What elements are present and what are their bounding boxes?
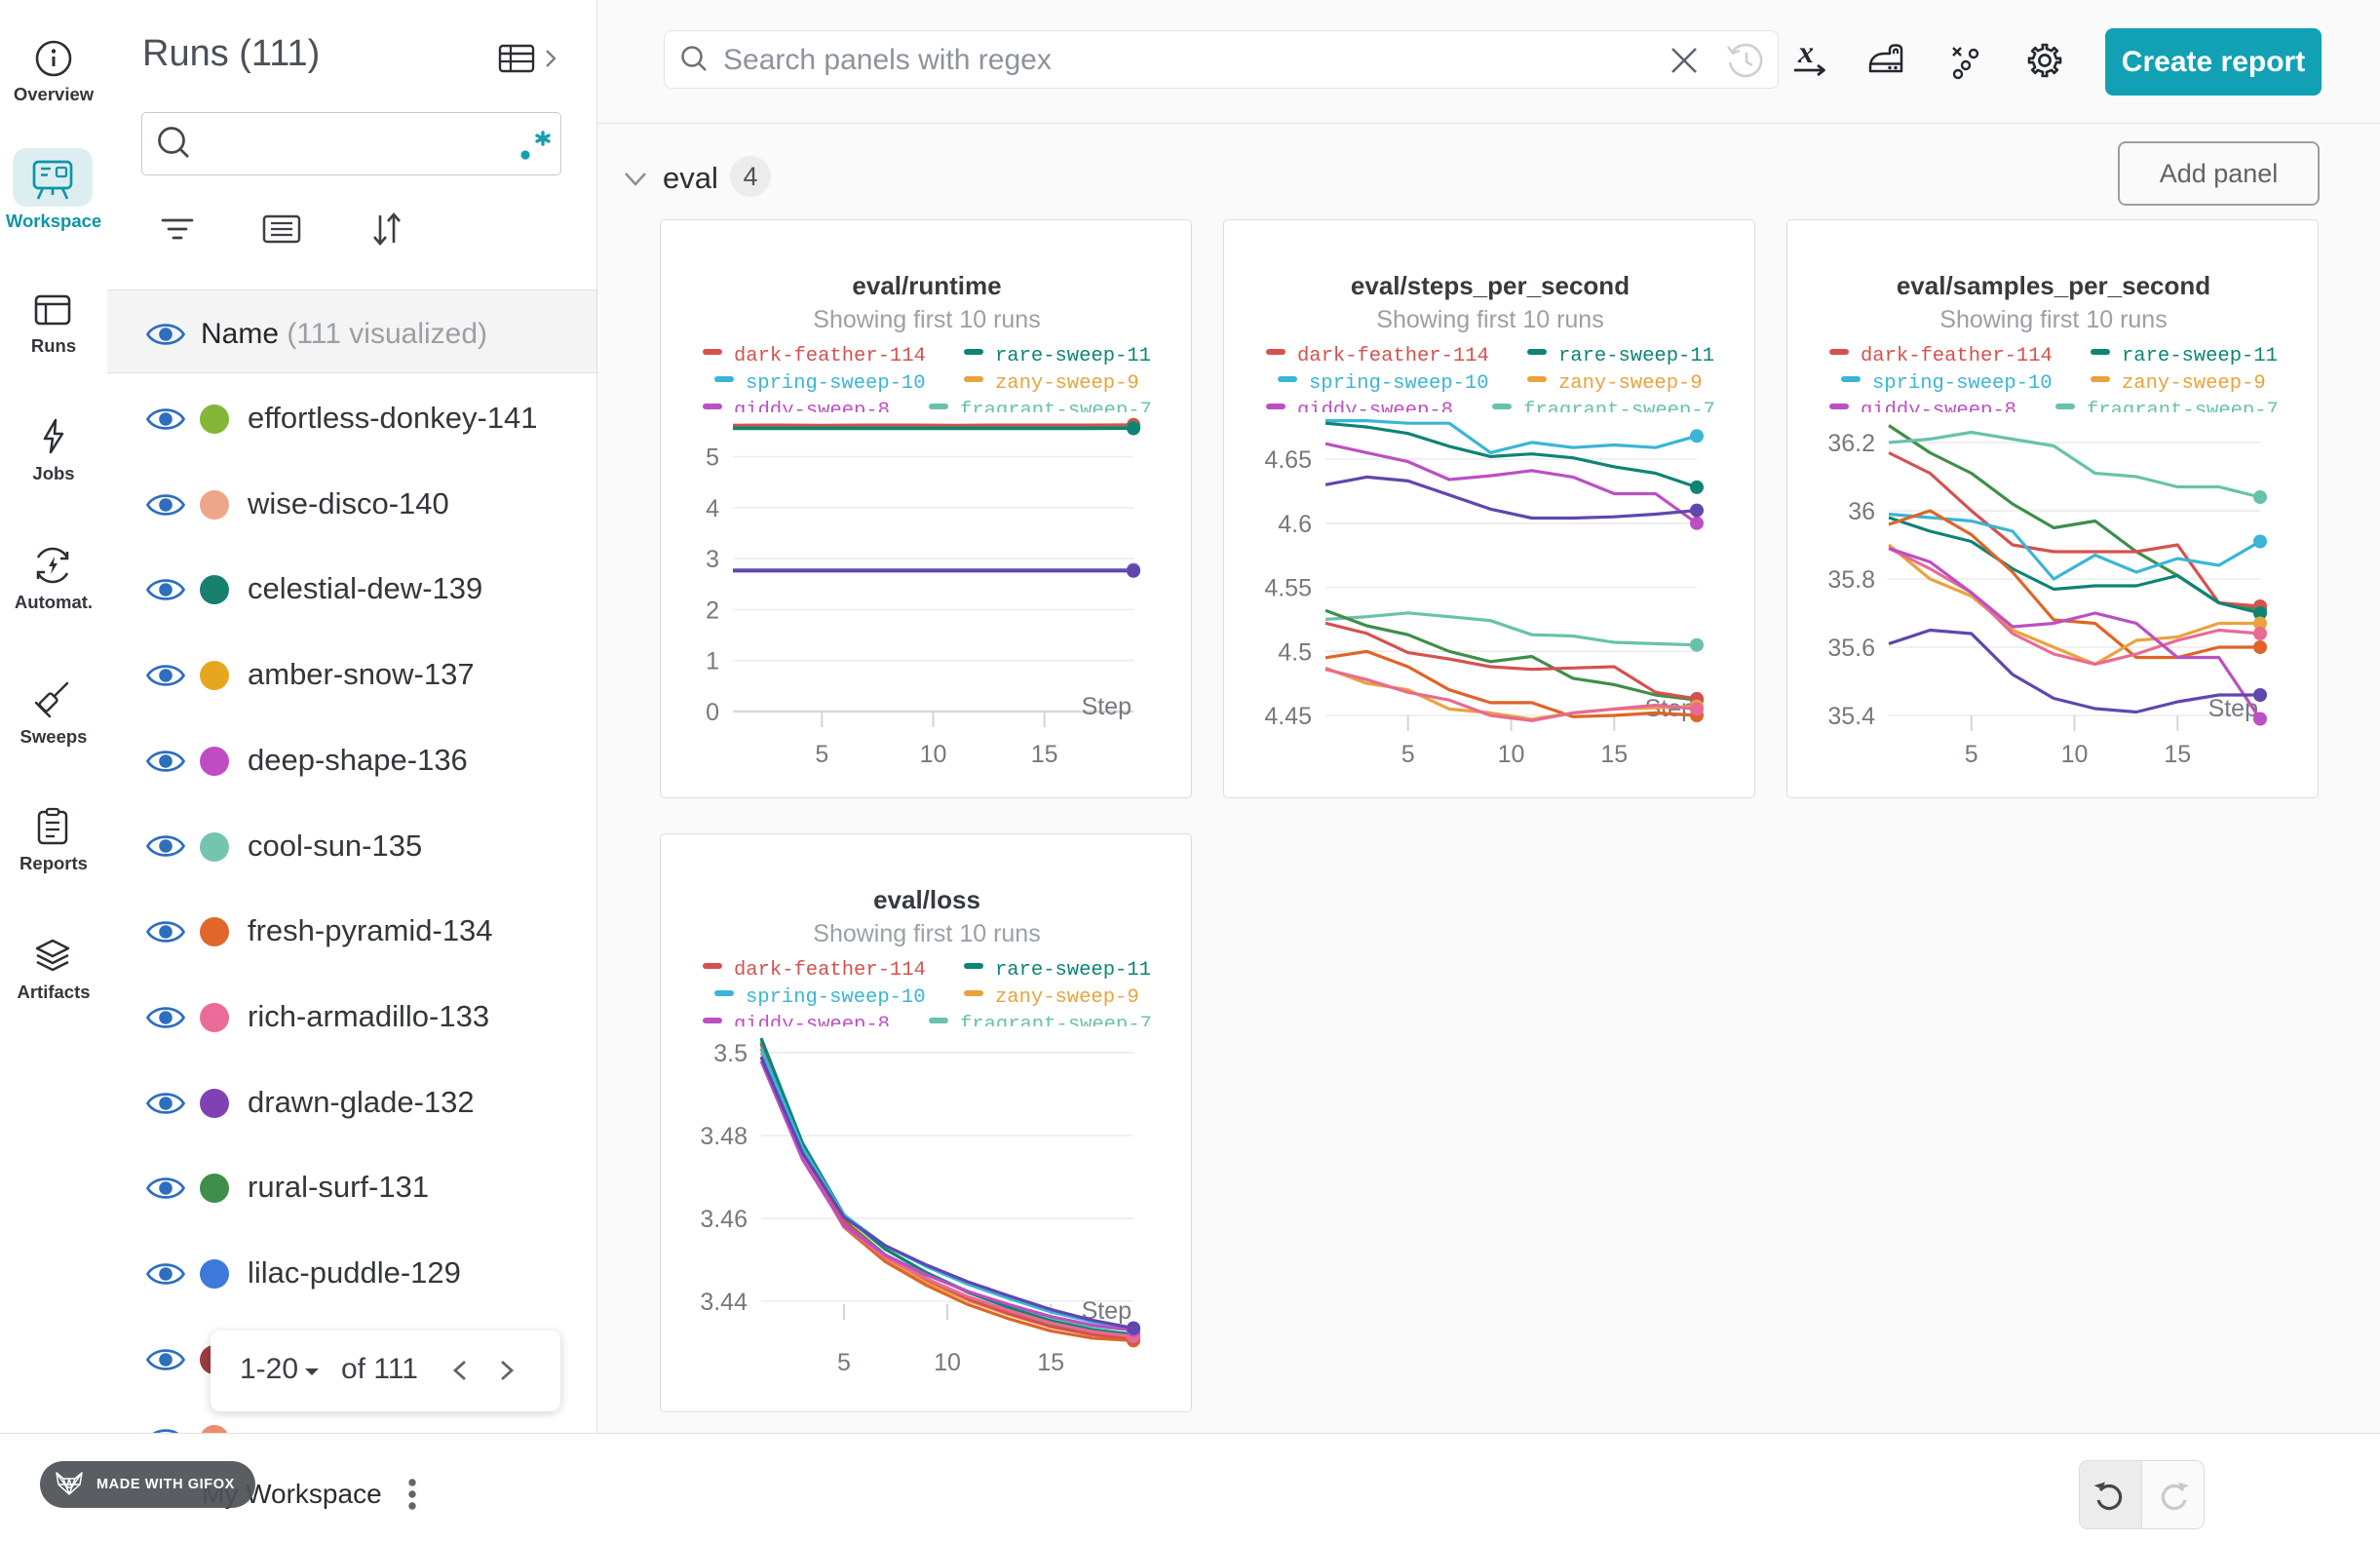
svg-text:3: 3 bbox=[706, 546, 719, 573]
svg-text:spring-sweep-10: spring-sweep-10 bbox=[1872, 372, 2053, 395]
svg-text:spring-sweep-10: spring-sweep-10 bbox=[746, 986, 926, 1009]
svg-text:spring-sweep-10: spring-sweep-10 bbox=[746, 372, 926, 395]
svg-text:eval/steps_per_second: eval/steps_per_second bbox=[1351, 271, 1630, 300]
svg-text:spring-sweep-10: spring-sweep-10 bbox=[1309, 372, 1489, 395]
svg-text:4.45: 4.45 bbox=[1264, 703, 1312, 730]
svg-text:15: 15 bbox=[1037, 1349, 1064, 1376]
svg-text:eval/runtime: eval/runtime bbox=[852, 271, 1001, 300]
svg-text:rare-sweep-11: rare-sweep-11 bbox=[995, 345, 1151, 367]
svg-text:5: 5 bbox=[706, 444, 719, 472]
svg-text:giddy-sweep-8: giddy-sweep-8 bbox=[734, 400, 890, 422]
svg-text:zany-sweep-9: zany-sweep-9 bbox=[2122, 372, 2266, 395]
svg-text:10: 10 bbox=[934, 1349, 961, 1376]
svg-text:5: 5 bbox=[815, 741, 828, 768]
svg-text:dark-feather-114: dark-feather-114 bbox=[1297, 345, 1489, 367]
svg-text:fragrant-sweep-7: fragrant-sweep-7 bbox=[960, 400, 1152, 422]
svg-text:10: 10 bbox=[1498, 741, 1525, 768]
svg-text:5: 5 bbox=[1965, 741, 1978, 768]
svg-text:dark-feather-114: dark-feather-114 bbox=[734, 959, 926, 982]
svg-text:fragrant-sweep-7: fragrant-sweep-7 bbox=[960, 1014, 1152, 1036]
svg-text:3.5: 3.5 bbox=[713, 1040, 748, 1067]
svg-text:15: 15 bbox=[1600, 741, 1628, 768]
svg-text:Showing first 10 runs: Showing first 10 runs bbox=[1376, 306, 1603, 333]
svg-text:rare-sweep-11: rare-sweep-11 bbox=[2122, 345, 2278, 367]
svg-text:4.55: 4.55 bbox=[1264, 575, 1312, 602]
svg-text:giddy-sweep-8: giddy-sweep-8 bbox=[734, 1014, 890, 1036]
svg-text:fragrant-sweep-7: fragrant-sweep-7 bbox=[1523, 400, 1715, 422]
svg-text:2: 2 bbox=[706, 597, 719, 624]
svg-text:4.6: 4.6 bbox=[1278, 511, 1312, 538]
svg-text:5: 5 bbox=[837, 1349, 851, 1376]
svg-text:x: x bbox=[1797, 38, 1814, 69]
svg-text:36: 36 bbox=[1848, 498, 1875, 525]
svg-text:Step: Step bbox=[1082, 693, 1132, 720]
svg-text:3.46: 3.46 bbox=[700, 1206, 748, 1233]
svg-text:3.44: 3.44 bbox=[700, 1289, 748, 1316]
svg-text:zany-sweep-9: zany-sweep-9 bbox=[995, 986, 1139, 1009]
svg-text:eval/samples_per_second: eval/samples_per_second bbox=[1897, 271, 2210, 300]
svg-text:Showing first 10 runs: Showing first 10 runs bbox=[813, 920, 1040, 947]
svg-text:3.48: 3.48 bbox=[700, 1123, 748, 1150]
svg-text:35.4: 35.4 bbox=[1827, 703, 1875, 730]
svg-text:4.65: 4.65 bbox=[1264, 446, 1312, 474]
svg-text:Showing first 10 runs: Showing first 10 runs bbox=[813, 306, 1040, 333]
svg-text:1: 1 bbox=[706, 648, 719, 675]
svg-text:dark-feather-114: dark-feather-114 bbox=[734, 345, 926, 367]
svg-text:dark-feather-114: dark-feather-114 bbox=[1861, 345, 2053, 367]
svg-text:5: 5 bbox=[1401, 741, 1415, 768]
svg-text:0: 0 bbox=[706, 699, 719, 726]
svg-text:giddy-sweep-8: giddy-sweep-8 bbox=[1861, 400, 2016, 422]
svg-text:4: 4 bbox=[706, 495, 719, 522]
svg-text:35.6: 35.6 bbox=[1827, 635, 1875, 662]
svg-text:15: 15 bbox=[1031, 741, 1058, 768]
svg-text:rare-sweep-11: rare-sweep-11 bbox=[1558, 345, 1714, 367]
svg-text:35.8: 35.8 bbox=[1827, 566, 1875, 594]
svg-text:eval/loss: eval/loss bbox=[873, 885, 980, 914]
svg-text:Step: Step bbox=[2208, 695, 2258, 722]
svg-text:fragrant-sweep-7: fragrant-sweep-7 bbox=[2087, 400, 2279, 422]
svg-text:10: 10 bbox=[2061, 741, 2089, 768]
svg-text:Showing first 10 runs: Showing first 10 runs bbox=[1939, 306, 2167, 333]
svg-text:rare-sweep-11: rare-sweep-11 bbox=[995, 959, 1151, 982]
svg-text:10: 10 bbox=[920, 741, 947, 768]
svg-text:giddy-sweep-8: giddy-sweep-8 bbox=[1297, 400, 1453, 422]
svg-text:zany-sweep-9: zany-sweep-9 bbox=[995, 372, 1139, 395]
svg-text:zany-sweep-9: zany-sweep-9 bbox=[1558, 372, 1703, 395]
svg-text:4.5: 4.5 bbox=[1278, 638, 1312, 666]
svg-text:36.2: 36.2 bbox=[1827, 430, 1875, 457]
svg-text:15: 15 bbox=[2164, 741, 2191, 768]
